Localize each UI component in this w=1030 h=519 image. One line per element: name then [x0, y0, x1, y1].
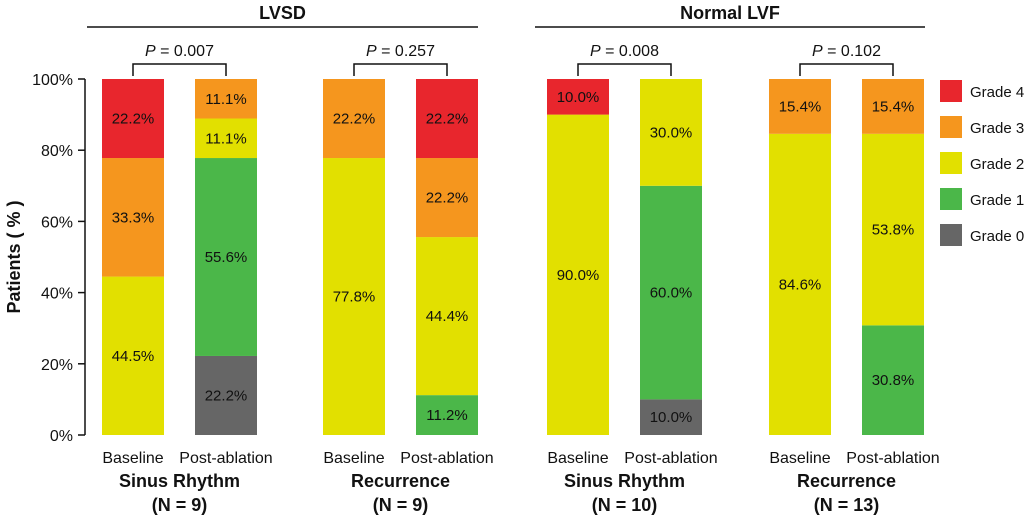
bar-segment [640, 185, 702, 400]
legend-label: Grade 2 [970, 156, 1024, 173]
bar-segment [416, 395, 478, 435]
x-tick-label: Baseline [102, 450, 163, 467]
data-label: 10.0% [557, 89, 600, 106]
data-label: 11.2% [426, 407, 467, 424]
group-title: LVSD [259, 3, 306, 23]
bar-segment [416, 237, 478, 396]
bar-segment [102, 276, 164, 435]
data-label: 44.5% [112, 348, 155, 365]
legend-swatch [940, 152, 962, 174]
p-value-label: P = 0.007 [145, 43, 214, 60]
y-tick-label: 80% [41, 143, 73, 160]
legend-swatch [940, 116, 962, 138]
subgroup-n: (N = 9) [152, 495, 208, 515]
data-label: 84.6% [779, 276, 822, 293]
x-axis-labels: Baseline Post-ablation Baseline Post-ablati… [102, 450, 939, 515]
bar-segment [416, 158, 478, 238]
bar-segment [102, 158, 164, 277]
data-label: 60.0% [650, 285, 693, 302]
bar-segment [195, 355, 257, 435]
bar-segment [769, 133, 831, 435]
y-tick-label: 0% [50, 428, 73, 445]
data-label: 22.2% [426, 111, 469, 128]
bar-segment [416, 79, 478, 159]
data-label: 53.8% [872, 222, 915, 239]
p-value-bracket [353, 63, 448, 76]
group-title: Normal LVF [680, 3, 780, 23]
p-value-bracket [132, 63, 227, 76]
legend-label: Grade 0 [970, 228, 1024, 245]
y-tick-label: 20% [41, 357, 73, 374]
bar-segment [195, 79, 257, 119]
legend-swatch [940, 80, 962, 102]
segment-labels-layer: 44.5% 33.3% 22.2% 22.2% 55.6% 11.1% 11.1% 77.8%… [112, 89, 915, 426]
legend-swatch [940, 188, 962, 210]
data-label: 15.4% [779, 98, 822, 115]
subgroup-title: Recurrence [797, 471, 896, 491]
group-headers: P = 0.007 P = 0.257 P = 0.008 P = 0.102 LVSD… [87, 3, 925, 76]
y-tick-label: 60% [41, 214, 73, 231]
y-axis-title: Patients ( % ) [4, 200, 24, 313]
p-value-bracket [799, 63, 894, 76]
data-label: 11.1% [205, 91, 246, 108]
p-value-label: P = 0.257 [366, 43, 435, 60]
subgroup-n: (N = 13) [814, 495, 880, 515]
p-value-label: P = 0.102 [812, 43, 881, 60]
data-label: 11.1% [205, 130, 246, 147]
subgroup-title: Recurrence [351, 471, 450, 491]
data-label: 15.4% [872, 98, 915, 115]
legend: Grade 4 Grade 3 Grade 2 Grade 1 Grade 0 [940, 80, 1024, 246]
p-value-label: P = 0.008 [590, 43, 659, 60]
bar-segment [640, 399, 702, 435]
bar-segment [547, 79, 609, 115]
legend-label: Grade 1 [970, 192, 1024, 209]
legend-label: Grade 3 [970, 120, 1024, 137]
subgroup-title: Sinus Rhythm [564, 471, 685, 491]
data-label: 77.8% [333, 289, 376, 306]
data-label: 22.2% [112, 111, 155, 128]
data-label: 44.4% [426, 308, 469, 325]
y-axis: 0% 20% 40% 60% 80% 100% Patients ( % ) [4, 72, 86, 445]
bar-segment [547, 114, 609, 435]
data-label: 30.0% [650, 124, 693, 141]
data-label: 22.2% [333, 111, 376, 128]
p-value-bracket [577, 63, 672, 76]
x-tick-label: Post-ablation [400, 450, 493, 467]
x-tick-label: Post-ablation [624, 450, 717, 467]
subgroup-n: (N = 10) [592, 495, 658, 515]
bars-layer [102, 79, 924, 436]
bar-segment [640, 79, 702, 186]
subgroup-title: Sinus Rhythm [119, 471, 240, 491]
x-tick-label: Post-ablation [846, 450, 939, 467]
y-tick-label: 40% [41, 286, 73, 303]
data-label: 22.2% [205, 387, 248, 404]
data-label: 30.8% [872, 372, 915, 389]
subgroup-n: (N = 9) [373, 495, 429, 515]
data-label: 55.6% [205, 249, 248, 266]
bar-segment [323, 79, 385, 159]
legend-label: Grade 4 [970, 84, 1024, 101]
x-tick-label: Baseline [547, 450, 608, 467]
y-tick-label: 100% [32, 72, 73, 89]
bar-segment [769, 79, 831, 134]
data-label: 10.0% [650, 409, 693, 426]
x-tick-label: Baseline [769, 450, 830, 467]
legend-swatch [940, 224, 962, 246]
bar-segment [862, 325, 924, 435]
bar-segment [195, 118, 257, 159]
bar-segment [102, 79, 164, 159]
x-tick-label: Post-ablation [179, 450, 272, 467]
bar-segment [862, 133, 924, 326]
data-label: 90.0% [557, 267, 600, 284]
bar-segment [862, 79, 924, 134]
bar-segment [195, 158, 257, 356]
data-label: 33.3% [112, 209, 155, 226]
bar-segment [323, 158, 385, 436]
x-tick-label: Baseline [323, 450, 384, 467]
data-label: 22.2% [426, 190, 469, 207]
